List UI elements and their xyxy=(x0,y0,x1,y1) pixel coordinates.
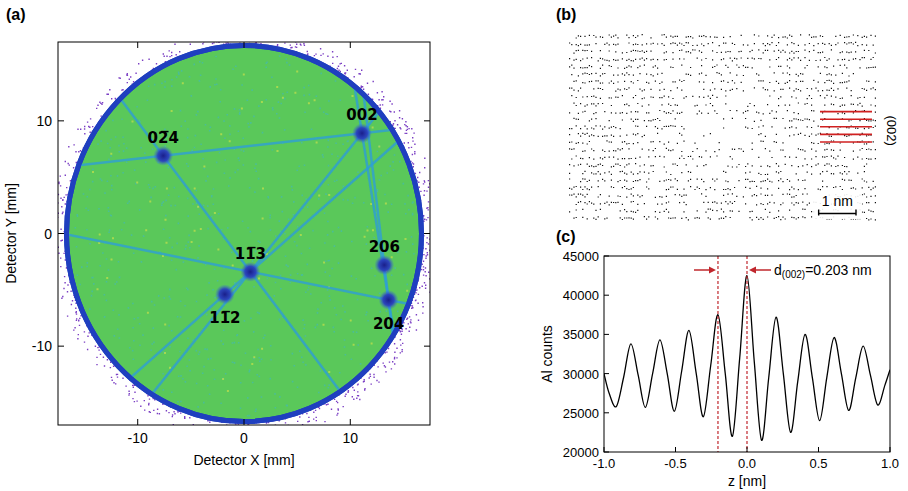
panel-b: (b) (002) 1 nm xyxy=(556,6,899,222)
zone-line xyxy=(58,187,430,357)
scale-bar xyxy=(819,209,856,215)
plot-background xyxy=(58,42,430,425)
plane-marker xyxy=(820,111,872,113)
y-axis-title: Al counts xyxy=(539,325,555,383)
x-tick-label: 1.0 xyxy=(881,456,899,471)
panel-label: (b) xyxy=(556,6,576,23)
x-tick-label: 0.5 xyxy=(809,456,827,471)
y-tick xyxy=(424,233,430,234)
annotation-arrow xyxy=(694,269,710,271)
pole xyxy=(379,290,399,310)
y-tick-label: 45000 xyxy=(563,249,599,264)
y-tick xyxy=(58,120,64,121)
figure: (a) 002 02̅4 11̅3 11̅2 206 204 -10 0 10 -10 0 10 Dete… xyxy=(0,0,908,491)
y-tick-label: 30000 xyxy=(563,367,599,382)
annotation-text: d(002)=0.203 nm xyxy=(774,262,872,280)
pole xyxy=(240,262,260,282)
atom-dots xyxy=(569,34,876,220)
pole xyxy=(215,284,235,304)
y-tick xyxy=(604,452,609,453)
y-tick xyxy=(604,295,609,296)
pole-label: 204 xyxy=(373,315,404,333)
plot-frame xyxy=(604,256,890,452)
x-axis-title: Detector X [mm] xyxy=(193,452,294,468)
scale-bar-label: 1 nm xyxy=(822,193,853,209)
zone-line xyxy=(330,42,430,425)
y-tick-label: -10 xyxy=(32,338,52,354)
x-tick-label: 0.0 xyxy=(738,456,756,471)
y-tick-label: 40000 xyxy=(563,288,599,303)
x-tick xyxy=(137,42,138,48)
y-tick xyxy=(58,233,64,234)
detector-disk xyxy=(67,45,422,421)
annotation-sub: (002) xyxy=(782,269,805,280)
disk-texture xyxy=(58,42,430,425)
y-tick-label: 35000 xyxy=(563,327,599,342)
x-tick xyxy=(244,42,245,48)
y-tick xyxy=(424,120,430,121)
pole-label: 11̅2 xyxy=(209,309,240,327)
pole-label: 206 xyxy=(369,238,400,256)
atom-map-background xyxy=(568,32,878,222)
pole xyxy=(374,255,394,275)
pole-label: 002 xyxy=(346,106,377,124)
x-tick-label: -0.5 xyxy=(664,456,686,471)
panel-label: (a) xyxy=(6,6,26,23)
pole xyxy=(352,123,372,143)
x-tick xyxy=(818,447,819,452)
y-tick xyxy=(58,346,64,347)
x-tick xyxy=(604,447,605,452)
plane-marker xyxy=(820,134,872,136)
plane-marker xyxy=(820,126,872,128)
scale-bar-patch xyxy=(813,191,862,219)
plane-marker xyxy=(820,118,872,120)
plane-marker xyxy=(820,141,872,143)
detector-rim xyxy=(67,45,422,421)
annotation-arrowhead xyxy=(709,267,716,274)
plot-area xyxy=(604,256,890,452)
x-tick xyxy=(137,419,138,425)
annotation-line xyxy=(746,256,747,452)
y-tick xyxy=(604,373,609,374)
annotation-arrowhead xyxy=(749,267,756,274)
y-tick-label: 25000 xyxy=(563,406,599,421)
x-tick xyxy=(350,419,351,425)
annotation-rest: =0.203 nm xyxy=(805,262,872,278)
x-tick-label: 10 xyxy=(342,430,358,446)
y-tick-label: 10 xyxy=(36,113,52,129)
x-tick xyxy=(350,42,351,48)
zone-line xyxy=(58,42,428,425)
plot-frame xyxy=(58,42,430,425)
plane-label: (002) xyxy=(884,115,899,145)
panel-label: (c) xyxy=(556,228,576,245)
annotation-arrow xyxy=(755,269,771,271)
pole-label: 02̅4 xyxy=(148,129,179,147)
x-tick-label: 0 xyxy=(240,430,248,446)
disk-speckle xyxy=(75,55,415,416)
x-tick xyxy=(747,447,748,452)
y-tick xyxy=(604,412,609,413)
y-tick-label: 0 xyxy=(44,226,52,242)
zone-line xyxy=(58,42,430,425)
y-axis-title: Detector Y [mm] xyxy=(3,183,19,284)
x-tick xyxy=(244,419,245,425)
panel-c: (c)d(002)=0.203 nm-1.0-0.50.00.51.020000… xyxy=(539,228,899,489)
x-tick-label: -10 xyxy=(128,430,148,446)
pole xyxy=(153,146,173,166)
disk-speckle xyxy=(92,71,408,393)
zone-line xyxy=(291,42,430,425)
y-tick xyxy=(604,334,609,335)
pole-label: 11̅3 xyxy=(235,245,266,263)
y-tick xyxy=(424,346,430,347)
x-tick xyxy=(890,447,891,452)
x-axis-title: z [nm] xyxy=(728,473,766,489)
y-tick xyxy=(604,256,609,257)
y-tick-label: 20000 xyxy=(563,445,599,460)
annotation-line xyxy=(717,256,718,452)
plot-area xyxy=(58,42,430,425)
panel-a: (a) 002 02̅4 11̅3 11̅2 206 204 -10 0 10 -10 0 10 Dete… xyxy=(0,0,668,491)
detector-halo xyxy=(58,42,430,425)
x-tick xyxy=(675,447,676,452)
annotation-base: d xyxy=(774,262,782,278)
